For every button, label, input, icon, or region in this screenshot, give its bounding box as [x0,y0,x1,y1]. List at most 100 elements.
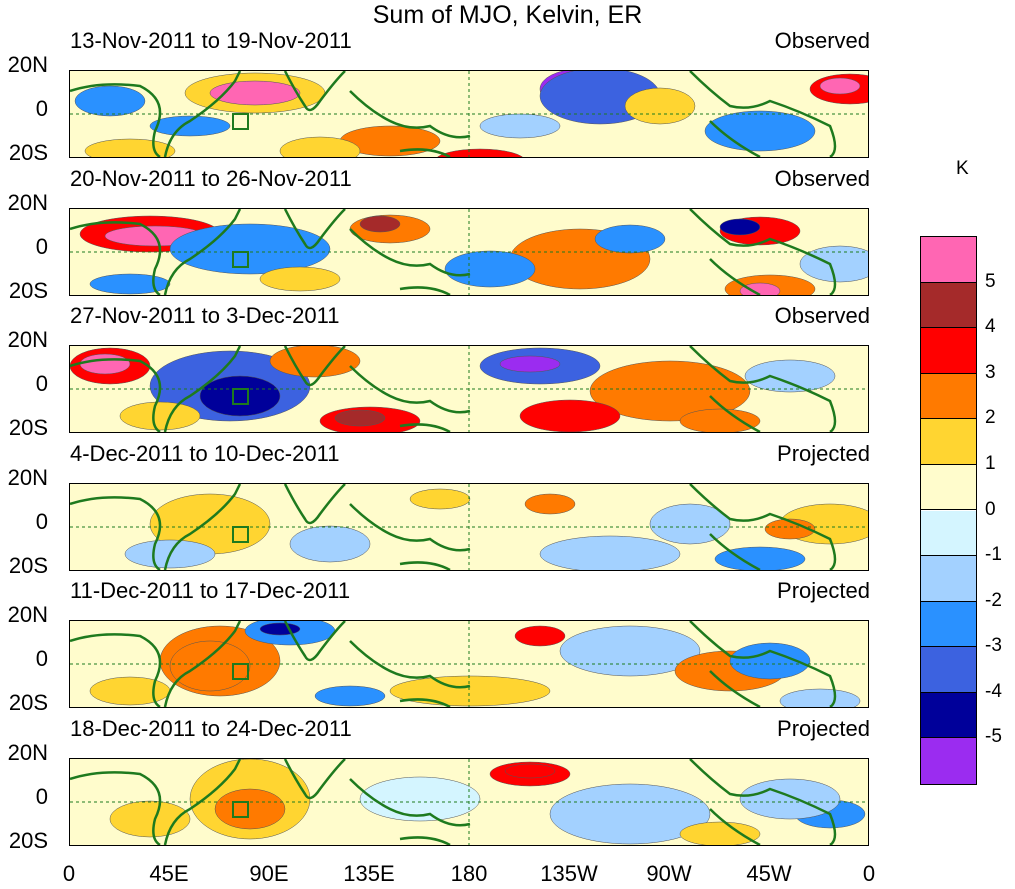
anomaly-map [69,70,869,158]
anomaly-contour [779,688,861,707]
lon-tick-label: 135E [343,861,395,886]
reference-box [232,388,249,405]
coastline [283,484,346,525]
coastline [349,228,471,277]
anomaly-contour [679,821,761,845]
coastline [163,209,242,295]
lon-tick-label: 0 [862,861,876,886]
coastline [689,621,837,707]
anomaly-map [69,483,869,571]
anomaly-contour [79,353,131,375]
anomaly-map [69,345,869,433]
map-panel: 13-Nov-2011 to 19-Nov-2011 Observed 20N 0 20… [0,0,1015,164]
figure-title: Sum of MJO, Kelvin, ER [372,1,643,29]
lat-tick-label: 20S [8,828,48,853]
anomaly-contour [169,640,251,692]
anomaly-contour [819,77,861,95]
panel-date-range: 11-Dec-2011 to 17-Dec-2011 [70,578,351,603]
legend-swatch [921,510,976,557]
legend-label: 0 [985,498,996,520]
lat-tick-label: 20N [7,190,48,215]
legend-swatch [921,328,976,374]
lon-tick-label: 180 [450,861,488,886]
anomaly-contours [70,209,868,295]
anomaly-contour [444,250,536,288]
legend-swatch [921,282,976,329]
map-panel: 4-Dec-2011 to 10-Dec-2011 Projected 20N 0 20… [0,413,1015,577]
lat-tick-label: 20S [8,553,48,578]
lon-tick-label: 45W [746,861,792,886]
legend-swatch [921,601,976,648]
reference-box [232,251,249,268]
reference-box [232,526,249,543]
lat-tick-label: 20S [8,415,48,440]
legend-swatch [921,647,976,693]
panel-date-range: 4-Dec-2011 to 10-Dec-2011 [70,441,340,466]
legend-label: 2 [985,407,996,429]
panel-date-range: 18-Dec-2011 to 24-Dec-2011 [70,716,352,741]
legend-label: -2 [985,589,1002,611]
coastline [689,71,837,157]
coastline [709,533,761,570]
coastline [399,423,451,432]
coastline [399,836,451,845]
anomaly-contour [149,115,231,137]
lon-tick-label: 90E [249,861,289,886]
lon-tick-label: 0 [62,861,76,886]
coastline [70,633,162,707]
coastline [70,221,162,295]
legend-swatch [921,738,976,784]
lat-tick-label: 20N [7,465,48,490]
coastline [349,503,471,552]
coastline [70,83,162,157]
anomaly-map [69,620,869,708]
coastline [163,621,242,707]
anomaly-contour [504,763,556,779]
panel-kind-label: Projected [777,716,870,741]
coastline [689,209,837,295]
lat-tick-label: 20N [7,602,48,627]
legend-swatch [921,237,976,283]
coastline [689,346,837,432]
legend-swatch [921,419,976,465]
panel-kind-label: Observed [774,166,870,191]
anomaly-contour [729,642,811,680]
anomaly-contour [589,360,751,422]
anomaly-contour [334,409,386,427]
legend-label: -5 [985,726,1002,748]
anomaly-contour [739,282,781,295]
color-legend [920,236,977,785]
reference-box [232,801,249,818]
coastline [163,346,242,432]
anomaly-contour [74,85,146,117]
map-panel: 20-Nov-2011 to 26-Nov-2011 Observed 20N 0 20… [0,138,1015,302]
anomaly-contours [70,759,868,845]
lat-tick-label: 20N [7,52,48,77]
lat-tick-label: 0 [35,371,48,396]
lat-tick-label: 0 [35,646,48,671]
anomaly-contour [359,215,401,233]
coastline [399,698,451,707]
coastline [689,484,837,570]
lat-tick-label: 0 [35,509,48,534]
legend-label: 1 [985,452,996,474]
anomaly-contour [209,80,301,106]
coastline [709,395,761,432]
coastline [283,71,346,112]
anomaly-contour [539,535,681,570]
coastline [349,365,471,414]
coastline [70,771,162,845]
lon-tick-label: 90W [646,861,692,886]
anomaly-contour [89,273,171,295]
anomaly-map [69,758,869,846]
coastline [709,258,761,295]
anomaly-contour [314,685,386,707]
coastline [163,71,242,157]
coastline [163,484,242,570]
legend-swatch [921,464,976,511]
anomaly-contour [437,148,523,157]
anomaly-contour [714,546,806,570]
anomaly-contour [499,355,561,373]
legend-label: -3 [985,635,1002,657]
lon-tick-label: 45E [149,861,189,886]
